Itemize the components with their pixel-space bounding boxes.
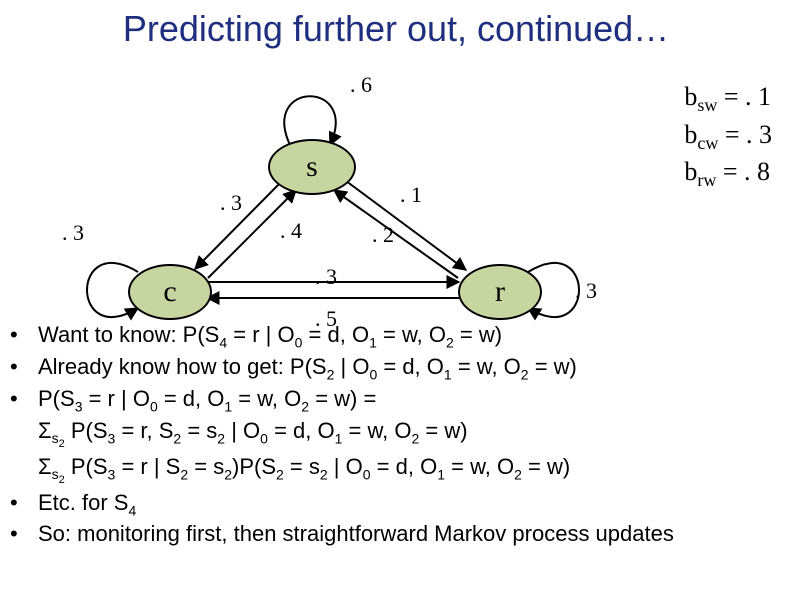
bullet-4: • Etc. for S4 (10, 489, 782, 520)
bullet-list: • Want to know: P(S4 = r | O0 = d, O1 = … (10, 320, 782, 549)
state-diagram: s c r . 6 . 3 . 4 . 1 . 2 . 3 . 5 . 3 . … (0, 50, 792, 320)
bullet-dot: • (10, 520, 38, 548)
bullet-2-text: Already know how to get: P(S2 | O0 = d, … (38, 353, 782, 384)
bullet-3a-text: Σs2 P(S3 = r, S2 = s2 | O0 = d, O1 = w, … (38, 417, 782, 452)
node-c-label: c (163, 275, 176, 309)
label-ss: . 6 (350, 72, 372, 98)
bullet-4-text: Etc. for S4 (38, 489, 782, 520)
diagram-svg (0, 50, 792, 350)
node-c: c (128, 264, 212, 320)
bullet-dot: • (10, 489, 38, 517)
node-r: r (458, 264, 542, 320)
bullet-3b-text: Σs2 P(S3 = r | S2 = s2)P(S2 = s2 | O0 = … (38, 453, 782, 488)
bullet-dot: • (10, 385, 38, 413)
label-sc: . 3 (220, 190, 242, 216)
edge-r-s (334, 190, 458, 278)
bullet-3: • P(S3 = r | O0 = d, O1 = w, O2 = w) = (10, 385, 782, 416)
edge-s-s (284, 96, 335, 145)
label-rr: . 3 (575, 278, 597, 304)
b-cw-val: . 3 (746, 120, 772, 149)
bullet-2: • Already know how to get: P(S2 | O0 = d… (10, 353, 782, 384)
label-cc: . 3 (62, 220, 84, 246)
label-cr: . 3 (315, 264, 337, 290)
b-rw-val: . 8 (744, 157, 770, 186)
node-s: s (268, 139, 356, 195)
bullet-3a: Σs2 P(S3 = r, S2 = s2 | O0 = d, O1 = w, … (10, 417, 782, 452)
b-sw-val: . 1 (745, 82, 771, 111)
bullet-5-text: So: monitoring first, then straightforwa… (38, 520, 782, 548)
slide: Predicting further out, continued… (0, 0, 792, 612)
bullet-1-text: Want to know: P(S4 = r | O0 = d, O1 = w,… (38, 321, 782, 352)
b-cw: bcw = . 3 (684, 118, 772, 156)
bullet-3-text: P(S3 = r | O0 = d, O1 = w, O2 = w) = (38, 385, 782, 416)
label-rs: . 2 (372, 222, 394, 248)
bullet-3b: Σs2 P(S3 = r | S2 = s2)P(S2 = s2 | O0 = … (10, 453, 782, 488)
node-r-label: r (495, 275, 505, 309)
label-cs: . 4 (280, 218, 302, 244)
b-sw: bsw = . 1 (684, 80, 772, 118)
page-title: Predicting further out, continued… (0, 8, 792, 50)
bullet-dot: • (10, 321, 38, 349)
bullet-5: • So: monitoring first, then straightfor… (10, 520, 782, 548)
observation-probs: bsw = . 1 bcw = . 3 brw = . 8 (684, 80, 772, 193)
bullet-dot: • (10, 353, 38, 381)
bullet-1: • Want to know: P(S4 = r | O0 = d, O1 = … (10, 321, 782, 352)
node-s-label: s (306, 150, 318, 184)
label-sr: . 1 (400, 182, 422, 208)
b-rw: brw = . 8 (684, 155, 772, 193)
